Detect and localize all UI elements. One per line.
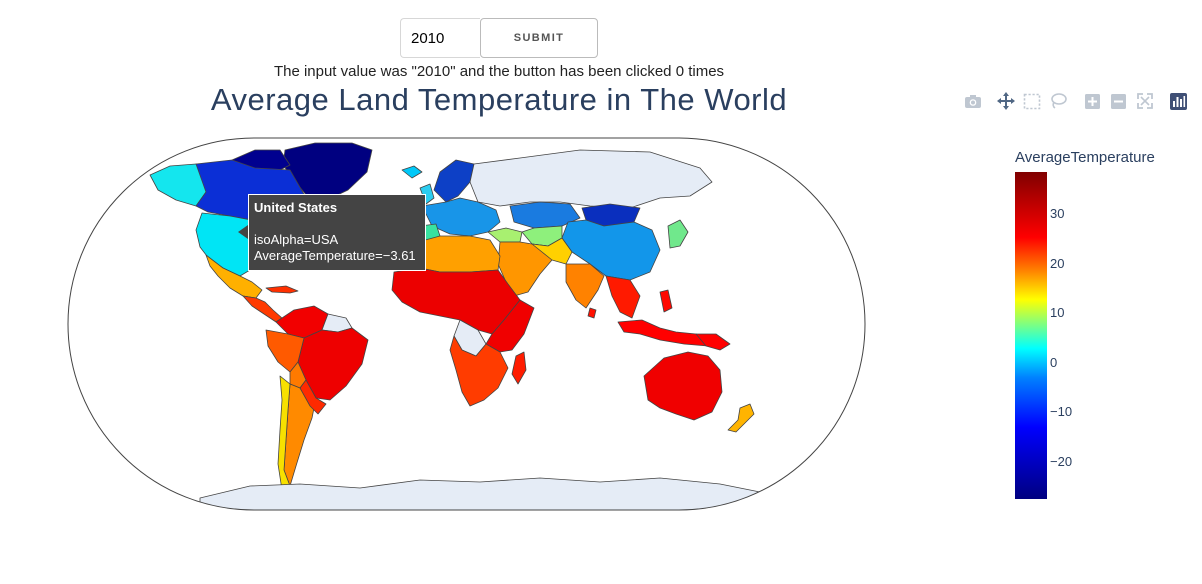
colorbar-tick: 20 [1050, 256, 1065, 271]
country-middle-east[interactable] [497, 241, 553, 297]
country-southern-africa[interactable] [449, 335, 509, 407]
country-cuba[interactable] [265, 285, 299, 294]
colorbar-tick: 0 [1050, 355, 1058, 370]
country-scandinavia[interactable] [433, 159, 475, 203]
country-japan[interactable] [667, 219, 689, 249]
country-indonesia[interactable] [617, 319, 715, 347]
country-central-america[interactable] [242, 295, 283, 323]
pan-icon[interactable] [995, 90, 1017, 112]
country-philippines[interactable] [659, 289, 673, 313]
year-form: SUBMIT [400, 18, 598, 58]
country-india[interactable] [565, 263, 605, 309]
hover-tooltip: United States isoAlpha=USA AverageTemper… [248, 194, 426, 271]
country-iceland[interactable] [401, 165, 423, 179]
autoscale-icon[interactable] [1134, 90, 1156, 112]
lasso-icon[interactable] [1047, 90, 1069, 112]
box-select-icon[interactable] [1021, 90, 1043, 112]
country-australia[interactable] [643, 351, 723, 421]
country-papua[interactable] [695, 333, 731, 351]
country-southeast-asia[interactable] [605, 275, 641, 319]
modebar [962, 90, 1192, 112]
country-madagascar[interactable] [511, 351, 527, 385]
country-iran[interactable] [531, 237, 573, 265]
colorbar-tick: 30 [1050, 206, 1065, 221]
country-sri-lanka[interactable] [587, 307, 597, 319]
hover-title: United States [254, 200, 338, 215]
colorbar-title: AverageTemperature [1015, 149, 1155, 166]
zoom-out-icon[interactable] [1108, 90, 1130, 112]
country-russia[interactable] [469, 149, 713, 209]
colorbar [1015, 172, 1047, 499]
map-title: Average Land Temperature in The World [210, 82, 788, 117]
zoom-in-icon[interactable] [1082, 90, 1104, 112]
country-turkey[interactable] [487, 227, 523, 243]
globe-outline [67, 137, 866, 511]
plotly-logo-icon[interactable] [1168, 90, 1190, 112]
submit-button[interactable]: SUBMIT [480, 18, 598, 58]
hover-value-line: AverageTemperature=−3.61 [254, 248, 416, 263]
camera-icon[interactable] [962, 90, 984, 112]
country-new-zealand[interactable] [727, 403, 755, 433]
country-paraguay[interactable] [299, 379, 327, 415]
colorbar-tick: −10 [1050, 404, 1073, 419]
hover-pointer [238, 225, 248, 239]
country-europe[interactable] [421, 197, 501, 237]
output-message: The input value was "2010" and the butto… [273, 63, 725, 80]
hover-iso-line: isoAlpha=USA [254, 232, 339, 247]
year-input[interactable] [400, 18, 480, 58]
colorbar-tick: 10 [1050, 305, 1065, 320]
colorbar-tick: −20 [1050, 454, 1073, 469]
